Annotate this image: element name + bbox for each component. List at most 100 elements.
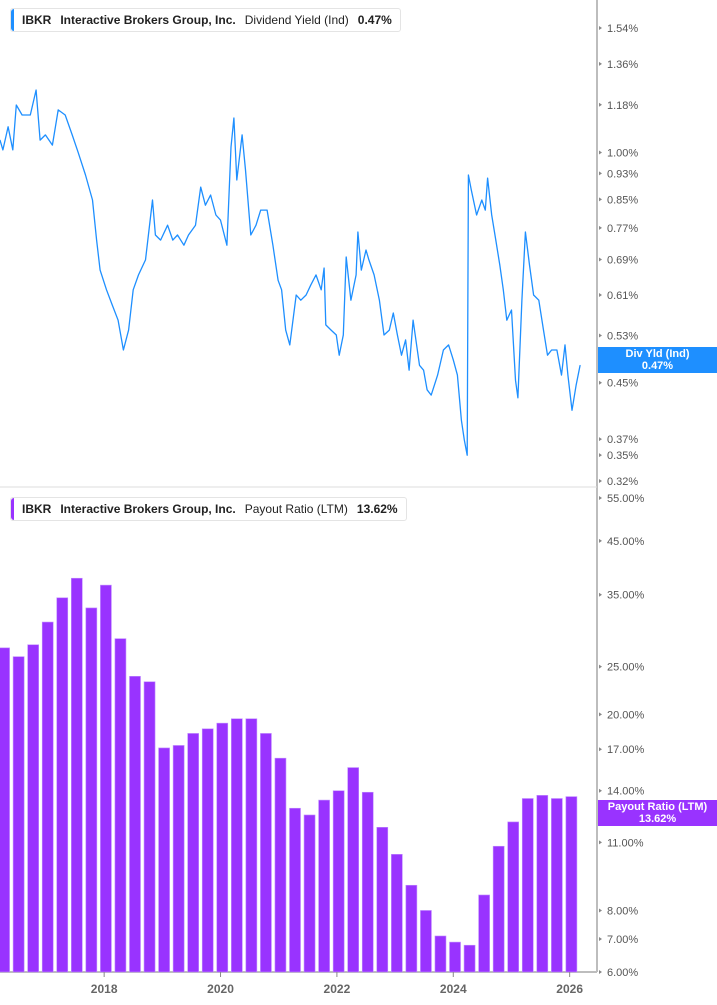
- payout-ratio-bar: [71, 577, 83, 973]
- payout-ratio-legend: IBKR Interactive Brokers Group, Inc. Pay…: [10, 497, 407, 521]
- y-tick-mark: [599, 26, 602, 30]
- line-point: [39, 139, 41, 141]
- line-point: [564, 344, 566, 346]
- line-point: [368, 259, 370, 261]
- y-tick-label: 0.85%: [607, 194, 638, 206]
- line-point: [543, 329, 544, 331]
- payout-ratio-bar: [231, 718, 243, 973]
- y-tick-mark: [599, 592, 602, 597]
- line-point: [357, 231, 359, 233]
- line-point: [525, 231, 526, 233]
- line-point: [426, 389, 428, 391]
- line-point: [7, 126, 9, 128]
- payout-ratio-bar: [391, 854, 403, 973]
- y-tick-label: 11.00%: [607, 837, 644, 849]
- line-point: [556, 349, 558, 351]
- payout-ratio-bar: [492, 845, 505, 973]
- line-point: [300, 299, 302, 301]
- y-tick-label: 20.00%: [607, 709, 645, 721]
- payout-ratio-bar: [405, 884, 418, 973]
- line-point: [342, 334, 344, 336]
- line-point: [405, 339, 406, 341]
- line-point: [575, 384, 577, 386]
- line-point: [468, 174, 469, 176]
- line-point: [117, 319, 119, 321]
- line-point: [547, 354, 548, 356]
- payout-ratio-bar: [41, 621, 54, 973]
- line-point: [57, 109, 59, 111]
- line-point: [463, 439, 465, 441]
- line-point: [533, 294, 534, 296]
- y-tick-label: 0.77%: [607, 223, 638, 235]
- line-point: [145, 259, 146, 261]
- line-point: [12, 149, 14, 151]
- line-point: [122, 349, 124, 351]
- y-tick-label: 1.54%: [607, 23, 638, 35]
- line-point: [215, 214, 217, 216]
- payout-ratio-bar: [463, 944, 476, 973]
- line-point: [132, 289, 134, 291]
- line-point: [167, 224, 168, 226]
- payout-ratio-bar: [449, 941, 461, 973]
- line-point: [71, 134, 73, 136]
- y-tick-label: 45.00%: [607, 536, 645, 548]
- line-point: [350, 299, 352, 301]
- line-point: [388, 329, 390, 331]
- line-point: [172, 239, 174, 241]
- payout-ratio-bar: [187, 733, 199, 973]
- line-point: [277, 279, 279, 281]
- payout-ratio-bar: [521, 798, 534, 973]
- y-tick-label: 6.00%: [607, 967, 638, 979]
- y-tick-mark: [599, 788, 602, 793]
- line-point: [177, 234, 178, 236]
- line-point: [111, 304, 113, 306]
- current-label-name: Div Yld (Ind): [625, 348, 690, 360]
- y-tick-label: 17.00%: [607, 744, 645, 756]
- line-point: [448, 344, 450, 346]
- y-tick-mark: [599, 712, 602, 717]
- line-point: [452, 359, 454, 361]
- payout-ratio-bar: [216, 722, 229, 973]
- x-tick-label: 2024: [440, 982, 467, 996]
- payout-ratio-bar: [172, 745, 185, 973]
- y-tick-label: 0.93%: [607, 168, 638, 180]
- y-tick-mark: [599, 333, 602, 338]
- line-point: [456, 374, 458, 376]
- line-point: [521, 299, 523, 301]
- legend-company: Interactive Brokers Group, Inc.: [60, 502, 236, 516]
- y-tick-mark: [599, 257, 602, 262]
- current-label-value: 0.47%: [641, 360, 674, 372]
- payout-ratio-bar: [201, 728, 214, 973]
- line-point: [272, 244, 274, 246]
- y-tick-mark: [599, 908, 602, 913]
- line-point: [245, 169, 246, 171]
- legend-value: 13.62%: [356, 502, 398, 516]
- line-point: [44, 134, 46, 136]
- line-point: [502, 289, 504, 291]
- line-point: [241, 134, 243, 136]
- legend-ticker: IBKR: [22, 13, 52, 27]
- legend-metric: Dividend Yield (Ind): [244, 13, 349, 27]
- line-point: [35, 89, 37, 91]
- line-point: [315, 274, 317, 276]
- line-point: [128, 329, 129, 331]
- line-point: [538, 299, 540, 301]
- x-tick-label: 2018: [91, 982, 118, 996]
- payout-ratio-bar: [27, 644, 39, 973]
- payout-ratio-bar: [85, 607, 98, 973]
- line-point: [423, 369, 425, 371]
- y-tick-label: 0.32%: [607, 476, 638, 488]
- y-tick-mark: [599, 538, 602, 543]
- dividend-yield-legend: IBKR Interactive Brokers Group, Inc. Div…: [10, 8, 401, 32]
- line-point: [476, 214, 477, 216]
- payout-ratio-bar: [565, 796, 578, 973]
- line-point: [491, 214, 493, 216]
- payout-ratio-bar: [361, 791, 374, 973]
- payout-ratio-bar: [303, 814, 316, 973]
- line-point: [484, 209, 486, 211]
- x-tick-label: 2026: [556, 982, 583, 996]
- line-point: [310, 284, 312, 286]
- line-point: [338, 354, 340, 356]
- line-point: [281, 289, 283, 291]
- payout-ratio-bar: [100, 584, 112, 973]
